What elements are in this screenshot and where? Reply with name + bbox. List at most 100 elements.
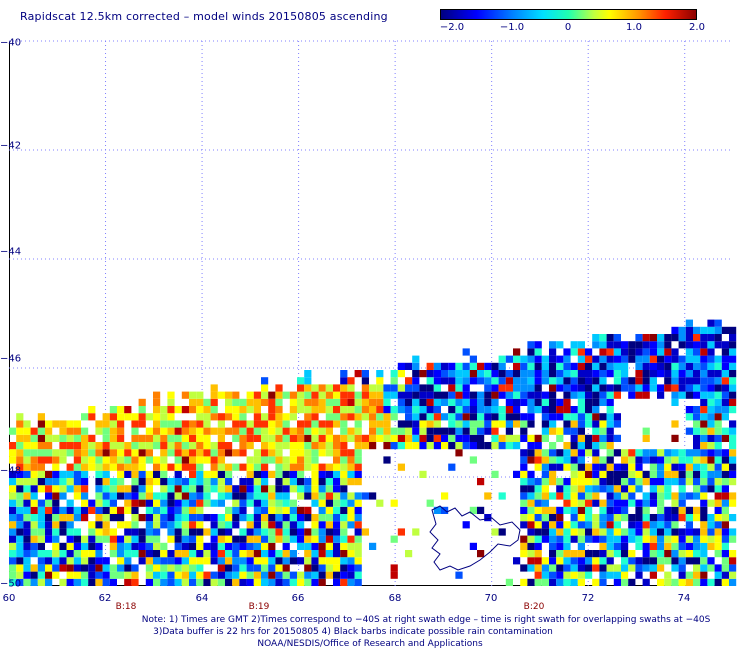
wind-cell [95,571,103,579]
wind-cell [678,578,686,586]
wind-cell [347,550,355,558]
wind-cell [628,463,636,471]
wind-cell [513,557,521,565]
wind-cell [606,362,614,370]
wind-cell [23,463,31,471]
wind-cell [318,442,326,450]
wind-cell [707,391,715,399]
wind-cell [232,463,240,471]
wind-cell [599,485,607,493]
wind-cell [304,492,312,500]
wind-cell [606,398,614,406]
wind-cell [642,391,650,399]
wind-cell [448,434,456,442]
wind-cell [52,564,60,572]
wind-cell [693,334,701,342]
wind-cell [102,463,110,471]
wind-cell [318,391,326,399]
wind-cell [649,550,657,558]
wind-cell [556,427,564,435]
wind-cell [297,470,305,478]
wind-cell [131,463,139,471]
wind-cell [88,463,96,471]
wind-cell [253,398,261,406]
wind-cell [729,535,737,543]
wind-cell [621,506,629,514]
wind-cell [153,434,161,442]
wind-cell [541,449,549,457]
wind-cell [23,550,31,558]
wind-cell [469,420,477,428]
wind-cell [232,413,240,421]
wind-cell [376,427,384,435]
wind-cell [491,434,499,442]
wind-cell [649,564,657,572]
wind-cell [613,341,621,349]
wind-cell [203,456,211,464]
wind-cell [556,557,564,565]
wind-cell [664,341,672,349]
wind-cell [678,362,686,370]
wind-cell [729,571,737,579]
wind-cell [635,341,643,349]
wind-cell [52,485,60,493]
wind-cell [45,506,53,514]
wind-cell [628,578,636,586]
wind-cell [225,571,233,579]
wind-cell [181,485,189,493]
wind-cell [671,492,679,500]
wind-cell [549,557,557,565]
wind-cell [253,506,261,514]
wind-cell [45,521,53,529]
wind-cell [649,449,657,457]
wind-cell [52,514,60,522]
wind-cell [153,506,161,514]
wind-cell [16,578,24,586]
wind-cell [145,542,153,550]
wind-cell [232,506,240,514]
wind-cell [52,456,60,464]
wind-cell [333,499,341,507]
wind-cell [268,542,276,550]
wind-cell [693,384,701,392]
wind-cell [707,434,715,442]
wind-cell [700,442,708,450]
wind-cell [145,449,153,457]
wind-cell [246,478,254,486]
wind-cell [268,557,276,565]
wind-cell [678,341,686,349]
wind-cell [311,470,319,478]
wind-cell [549,463,557,471]
wind-cell [347,514,355,522]
wind-cell [649,535,657,543]
wind-cell [433,391,441,399]
wind-cell [253,420,261,428]
wind-cell [225,557,233,565]
wind-cell [318,478,326,486]
wind-cell [477,391,485,399]
wind-cell [527,341,535,349]
wind-cell [297,391,305,399]
wind-cell [599,550,607,558]
wind-cell [304,391,312,399]
wind-cell [671,420,679,428]
wind-cell [23,420,31,428]
wind-cell [318,463,326,471]
wind-cell [462,406,470,414]
wind-cell [203,427,211,435]
wind-cell [599,528,607,536]
wind-cell [549,384,557,392]
wind-cell [549,427,557,435]
wind-cell [419,391,427,399]
wind-cell [261,571,269,579]
wind-cell [95,485,103,493]
wind-cell [469,398,477,406]
wind-cell [520,514,528,522]
wind-cell [232,521,240,529]
wind-cell [318,384,326,392]
wind-cell [527,362,535,370]
wind-cell [671,521,679,529]
wind-cell [592,434,600,442]
wind-cell [577,514,585,522]
wind-cell [73,528,81,536]
